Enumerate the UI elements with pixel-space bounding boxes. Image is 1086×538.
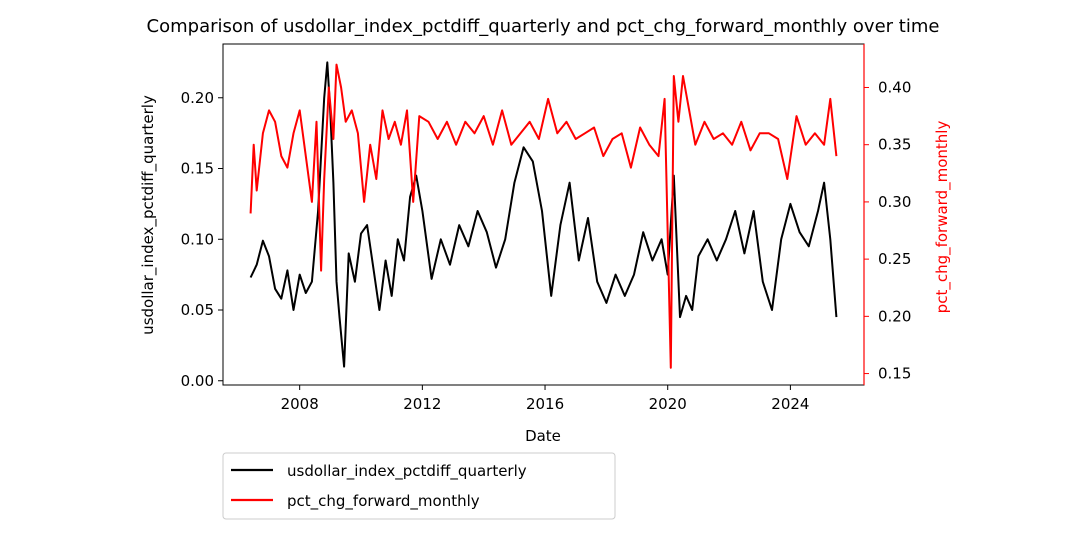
y-right-tick-label: 0.15 [878,365,911,383]
y-left-tick-label: 0.10 [181,230,214,248]
y-left-axis-ticks: 0.00 0.05 0.10 0.15 0.20 [181,89,223,390]
legend-box [222,452,616,520]
y-left-tick-label: 0.05 [181,301,214,319]
y-right-tick-label: 0.35 [878,136,911,154]
legend-label-pct-chg: pct_chg_forward_monthly [287,492,480,511]
x-tick-label: 2008 [281,395,319,413]
y-right-axis-label: pct_chg_forward_monthly [933,121,952,314]
series-line-0 [249,61,838,368]
series-line-1 [249,63,838,369]
x-tick-label: 2024 [771,395,809,413]
y-left-tick-label: 0.20 [181,89,214,107]
y-left-axis-label: usdollar_index_pctdiff_quarterly [139,95,158,335]
y-left-tick-label: 0.15 [181,160,214,178]
y-right-axis-ticks: 0.15 0.20 0.25 0.30 0.35 0.40 [863,44,911,385]
x-axis-ticks: 2008 2012 2016 2020 2024 [281,385,809,413]
x-axis-label: Date [525,427,561,445]
y-left-tick-label: 0.00 [181,372,214,390]
x-tick-label: 2016 [526,395,564,413]
y-right-tick-label: 0.20 [878,307,911,325]
plot-lines [249,61,838,369]
y-right-tick-label: 0.40 [878,78,911,96]
x-tick-label: 2012 [403,395,441,413]
x-tick-label: 2020 [649,395,687,413]
y-right-tick-label: 0.30 [878,193,911,211]
y-right-tick-label: 0.25 [878,250,911,268]
legend-label-usdollar: usdollar_index_pctdiff_quarterly [287,462,527,481]
legend: usdollar_index_pctdiff_quarterly pct_chg… [222,452,616,520]
chart-title: Comparison of usdollar_index_pctdiff_qua… [147,16,940,37]
